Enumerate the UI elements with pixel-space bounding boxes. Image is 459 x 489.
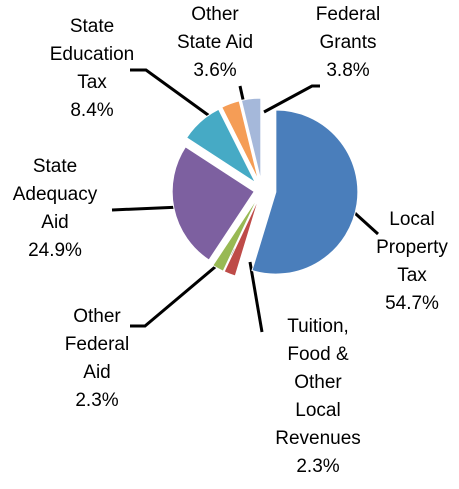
label-line: Adequacy — [13, 184, 98, 205]
label-line: Federal — [316, 4, 380, 25]
label-line: Tax — [77, 72, 107, 93]
label-line: Aid — [83, 362, 110, 383]
pie-slice — [251, 109, 359, 275]
leader-line — [130, 244, 241, 328]
leader-line — [263, 84, 320, 114]
slice-label: Other State Aid — [177, 4, 253, 53]
pie-slice — [221, 100, 260, 181]
label-line: Property — [376, 237, 448, 258]
label-line: Revenues — [275, 428, 361, 449]
value-label: 24.9% — [28, 240, 82, 261]
label-line: Tax — [397, 265, 427, 286]
label-line: State — [33, 156, 77, 177]
leader-line — [248, 261, 264, 333]
slice-label: State Education Tax — [50, 16, 135, 93]
label-line: Grants — [319, 32, 376, 53]
label-line: Aid — [41, 212, 68, 233]
label-line: Local — [295, 400, 340, 421]
pie-slice — [171, 146, 255, 261]
value-label: 2.3% — [296, 456, 339, 477]
slice-label: Federal Grants — [316, 4, 380, 53]
label-line: Local — [389, 209, 434, 230]
label-line: Other — [73, 306, 121, 327]
value-label: 3.8% — [326, 60, 369, 81]
label-line: Other — [191, 4, 239, 25]
label-line: Food & — [287, 344, 349, 365]
slice-label: State Adequacy Aid — [13, 156, 98, 233]
pie-slice — [212, 196, 259, 272]
value-label: 3.6% — [193, 60, 236, 81]
slice-label: Local Property Tax — [376, 209, 448, 286]
slice-label: Other Federal Aid — [65, 306, 129, 383]
label-line: State Aid — [177, 32, 253, 53]
pie-slice — [185, 108, 257, 184]
label-line: Other — [294, 372, 342, 393]
pie-slice — [223, 197, 260, 277]
label-line: Federal — [65, 334, 129, 355]
leader-line — [130, 68, 227, 130]
value-label: 54.7% — [385, 293, 439, 314]
label-line: Education — [50, 44, 135, 65]
slice-label: Tuition, Food & Other Local Revenues — [275, 316, 361, 449]
value-label: 2.3% — [75, 390, 118, 411]
value-label: 8.4% — [70, 100, 113, 121]
label-line: Tuition, — [287, 316, 349, 337]
label-line: State — [70, 16, 114, 37]
pie-slice — [240, 97, 262, 181]
